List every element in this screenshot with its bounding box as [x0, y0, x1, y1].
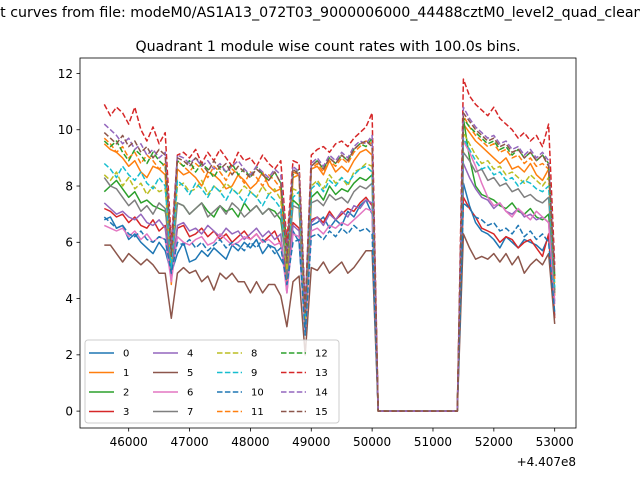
plot-area [79, 57, 577, 429]
legend-label-10: 10 [251, 388, 264, 399]
series-line-6 [103, 140, 556, 412]
series-line-10 [103, 202, 556, 412]
legend-label-4: 4 [187, 349, 193, 360]
legend-label-3: 3 [123, 407, 129, 418]
x-tick-label: 51000 [414, 435, 452, 449]
series-line-3 [103, 196, 556, 412]
chart-title: Quadrant 1 module wise count rates with … [135, 39, 520, 55]
legend-frame [84, 339, 340, 424]
y-tick-label: 2 [65, 348, 73, 362]
legend-label-2: 2 [123, 388, 129, 399]
legend-label-9: 9 [251, 368, 257, 379]
legend-label-12: 12 [315, 349, 328, 360]
legend-label-5: 5 [187, 368, 193, 379]
series-line-15 [103, 112, 556, 412]
legend-label-13: 13 [315, 368, 328, 379]
y-axis: 0 2 4 6 8 10 12 [58, 67, 80, 418]
legend-label-8: 8 [251, 349, 257, 360]
legend-label-1: 1 [123, 368, 129, 379]
figure-suptitle: Light curves from file: modeM0/AS1A13_07… [0, 5, 640, 21]
series-layer [103, 78, 556, 412]
legend-label-15: 15 [315, 407, 328, 418]
series-line-12 [103, 117, 556, 412]
x-tick-label: 50000 [353, 435, 391, 449]
x-tick-label: 52000 [475, 435, 513, 449]
legend-label-6: 6 [187, 388, 193, 399]
series-line-0 [103, 182, 556, 412]
legend-label-0: 0 [123, 349, 129, 360]
x-tick-label: 53000 [536, 435, 574, 449]
x-tick-label: 49000 [292, 435, 330, 449]
series-line-7 [103, 151, 556, 412]
legend-label-7: 7 [187, 407, 193, 418]
y-tick-label: 10 [58, 123, 73, 137]
x-axis-offset-label: +4.407e8 [517, 455, 576, 469]
y-tick-label: 12 [58, 67, 73, 81]
x-tick-label: 47000 [170, 435, 208, 449]
plot-frame [79, 57, 577, 429]
legend-label-14: 14 [315, 388, 328, 399]
y-tick-label: 8 [65, 179, 73, 193]
y-tick-label: 4 [65, 292, 73, 306]
series-line-9 [103, 137, 556, 412]
y-tick-label: 6 [65, 236, 73, 250]
series-line-13 [103, 78, 556, 412]
series-line-14 [103, 106, 556, 412]
x-tick-label: 46000 [110, 435, 148, 449]
series-line-5 [104, 233, 556, 412]
series-line-11 [103, 114, 556, 412]
x-axis: 46000 47000 48000 49000 50000 51000 52000 53000 [110, 428, 574, 449]
y-tick-label: 0 [65, 404, 73, 418]
series-line-8 [103, 131, 556, 412]
x-tick-label: 48000 [231, 435, 269, 449]
series-line-4 [103, 162, 556, 412]
legend-label-11: 11 [251, 407, 264, 418]
